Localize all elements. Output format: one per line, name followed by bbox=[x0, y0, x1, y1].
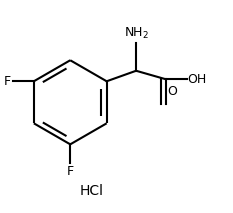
Text: HCl: HCl bbox=[79, 184, 103, 198]
Text: NH$_2$: NH$_2$ bbox=[123, 26, 149, 41]
Text: F: F bbox=[67, 165, 74, 178]
Text: O: O bbox=[168, 85, 178, 98]
Text: OH: OH bbox=[188, 73, 207, 86]
Text: F: F bbox=[3, 75, 11, 88]
